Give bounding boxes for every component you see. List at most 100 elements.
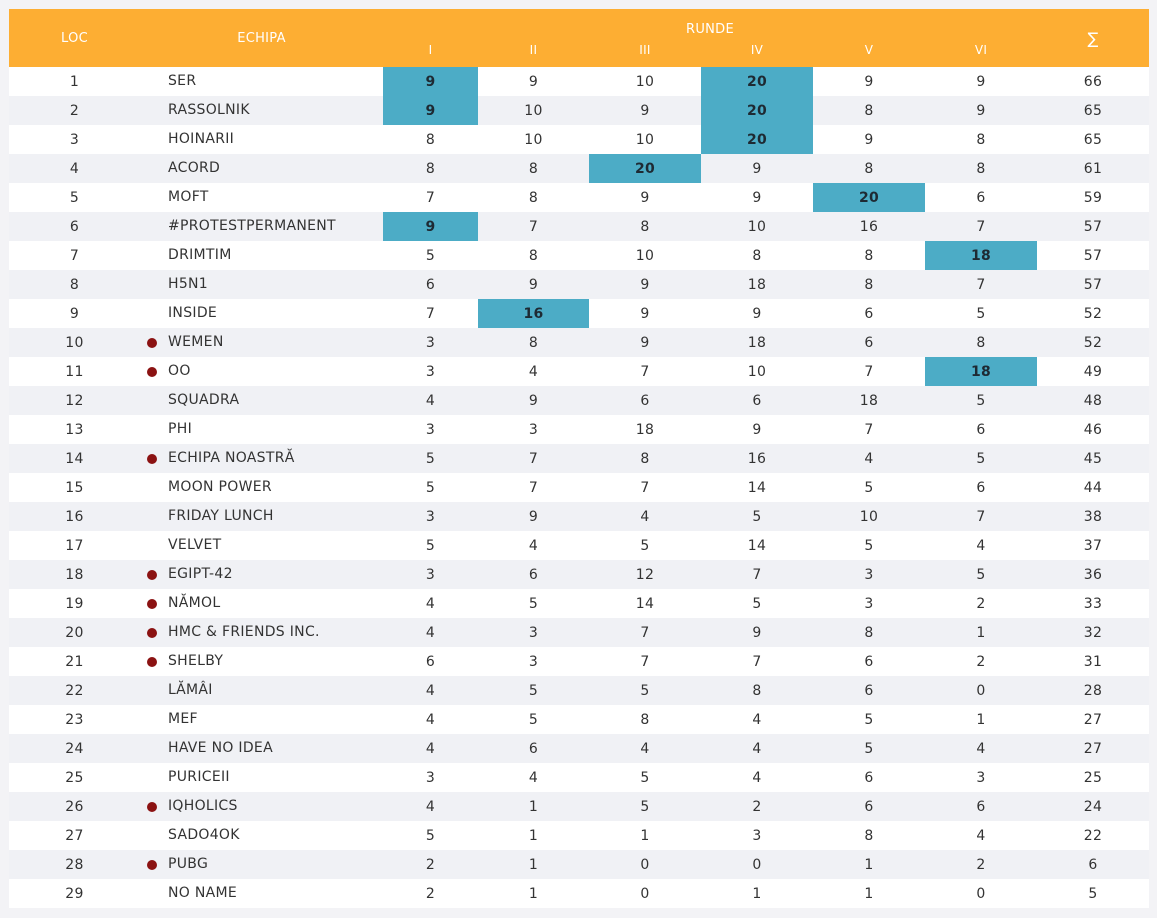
round-2-score-cell: 9 (478, 502, 589, 531)
total-score-cell: 52 (1037, 299, 1149, 328)
round-3-score-cell: 20 (589, 154, 701, 183)
rank-cell: 24 (9, 734, 140, 763)
round-5-score-cell: 7 (813, 357, 925, 386)
round-4-score-cell: 14 (701, 531, 813, 560)
round-4-score-cell: 20 (701, 96, 813, 125)
round-2-score-cell: 10 (478, 125, 589, 154)
team-name: SQUADRA (168, 392, 240, 408)
team-name: OO (168, 363, 191, 379)
team-marker-dot-icon (147, 338, 157, 348)
total-score-cell: 38 (1037, 502, 1149, 531)
team-cell: INSIDE (140, 299, 383, 328)
round-1-score-cell: 3 (383, 357, 478, 386)
team-name: HOINARII (168, 131, 235, 147)
round-3-score-cell: 0 (589, 850, 701, 879)
rank-cell: 16 (9, 502, 140, 531)
team-cell: NĂMOL (140, 589, 383, 618)
round-6-score-cell: 9 (925, 67, 1037, 96)
round-2-score-cell: 4 (478, 763, 589, 792)
team-cell: PURICEII (140, 763, 383, 792)
round-2-score-cell: 8 (478, 183, 589, 212)
round-3-score-cell: 0 (589, 879, 701, 908)
table-row: 19 NĂMOL 4 5 14 5 3 2 33 (9, 589, 1149, 618)
round-3-score-cell: 7 (589, 473, 701, 502)
team-name: HMC & FRIENDS INC. (168, 624, 320, 640)
table-row: 27 SADO4OK 5 1 1 3 8 4 22 (9, 821, 1149, 850)
round-2-score-cell: 7 (478, 473, 589, 502)
column-header-round-6[interactable]: VI (925, 43, 1037, 67)
round-1-score-cell: 6 (383, 270, 478, 299)
round-6-score-cell: 18 (925, 241, 1037, 270)
total-score-cell: 33 (1037, 589, 1149, 618)
round-1-score-cell: 2 (383, 850, 478, 879)
standings-table-container: LOC ECHIPA RUNDE ∑ I II III IV V VI 1 SER… (9, 9, 1149, 908)
table-row: 7 DRIMTIM 5 8 10 8 8 18 57 (9, 241, 1149, 270)
team-marker-dot-icon (147, 367, 157, 377)
round-3-score-cell: 18 (589, 415, 701, 444)
round-4-score-cell: 10 (701, 212, 813, 241)
round-4-score-cell: 18 (701, 328, 813, 357)
column-header-sum[interactable]: ∑ (1037, 9, 1149, 67)
rank-cell: 3 (9, 125, 140, 154)
team-name: MOON POWER (168, 479, 272, 495)
round-3-score-cell: 5 (589, 676, 701, 705)
round-5-score-cell: 8 (813, 821, 925, 850)
round-4-score-cell: 5 (701, 589, 813, 618)
round-2-score-cell: 5 (478, 705, 589, 734)
round-3-score-cell: 7 (589, 357, 701, 386)
round-2-score-cell: 1 (478, 850, 589, 879)
round-2-score-cell: 3 (478, 647, 589, 676)
round-5-score-cell: 6 (813, 647, 925, 676)
round-1-score-cell: 3 (383, 763, 478, 792)
rank-cell: 28 (9, 850, 140, 879)
round-3-score-cell: 8 (589, 705, 701, 734)
column-header-round-5[interactable]: V (813, 43, 925, 67)
round-6-score-cell: 9 (925, 96, 1037, 125)
table-row: 28 PUBG 2 1 0 0 1 2 6 (9, 850, 1149, 879)
round-4-score-cell: 20 (701, 125, 813, 154)
round-5-score-cell: 10 (813, 502, 925, 531)
round-2-score-cell: 9 (478, 270, 589, 299)
column-header-team[interactable]: ECHIPA (140, 9, 383, 67)
round-6-score-cell: 8 (925, 125, 1037, 154)
total-score-cell: 44 (1037, 473, 1149, 502)
table-row: 22 LĂMÂI 4 5 5 8 6 0 28 (9, 676, 1149, 705)
total-score-cell: 6 (1037, 850, 1149, 879)
round-1-score-cell: 7 (383, 183, 478, 212)
team-name: FRIDAY LUNCH (168, 508, 274, 524)
round-5-score-cell: 16 (813, 212, 925, 241)
round-5-score-cell: 18 (813, 386, 925, 415)
round-1-score-cell: 4 (383, 792, 478, 821)
round-2-score-cell: 1 (478, 821, 589, 850)
round-3-score-cell: 7 (589, 647, 701, 676)
round-3-score-cell: 8 (589, 444, 701, 473)
round-6-score-cell: 5 (925, 386, 1037, 415)
column-header-round-2[interactable]: II (478, 43, 589, 67)
round-6-score-cell: 1 (925, 705, 1037, 734)
table-row: 12 SQUADRA 4 9 6 6 18 5 48 (9, 386, 1149, 415)
total-score-cell: 46 (1037, 415, 1149, 444)
rank-cell: 22 (9, 676, 140, 705)
round-6-score-cell: 6 (925, 473, 1037, 502)
column-header-loc[interactable]: LOC (9, 9, 140, 67)
column-header-round-1[interactable]: I (383, 43, 478, 67)
round-4-score-cell: 8 (701, 676, 813, 705)
rank-cell: 9 (9, 299, 140, 328)
round-6-score-cell: 8 (925, 154, 1037, 183)
round-3-score-cell: 4 (589, 734, 701, 763)
column-header-round-3[interactable]: III (589, 43, 701, 67)
round-2-score-cell: 8 (478, 154, 589, 183)
total-score-cell: 28 (1037, 676, 1149, 705)
team-cell: SER (140, 67, 383, 96)
round-5-score-cell: 5 (813, 531, 925, 560)
team-name: SADO4OK (168, 827, 240, 843)
team-cell: SHELBY (140, 647, 383, 676)
team-name: EGIPT-42 (168, 566, 233, 582)
round-6-score-cell: 8 (925, 328, 1037, 357)
round-1-score-cell: 8 (383, 125, 478, 154)
team-cell: #PROTESTPERMANENT (140, 212, 383, 241)
total-score-cell: 27 (1037, 705, 1149, 734)
round-2-score-cell: 10 (478, 96, 589, 125)
team-cell: SQUADRA (140, 386, 383, 415)
column-header-round-4[interactable]: IV (701, 43, 813, 67)
